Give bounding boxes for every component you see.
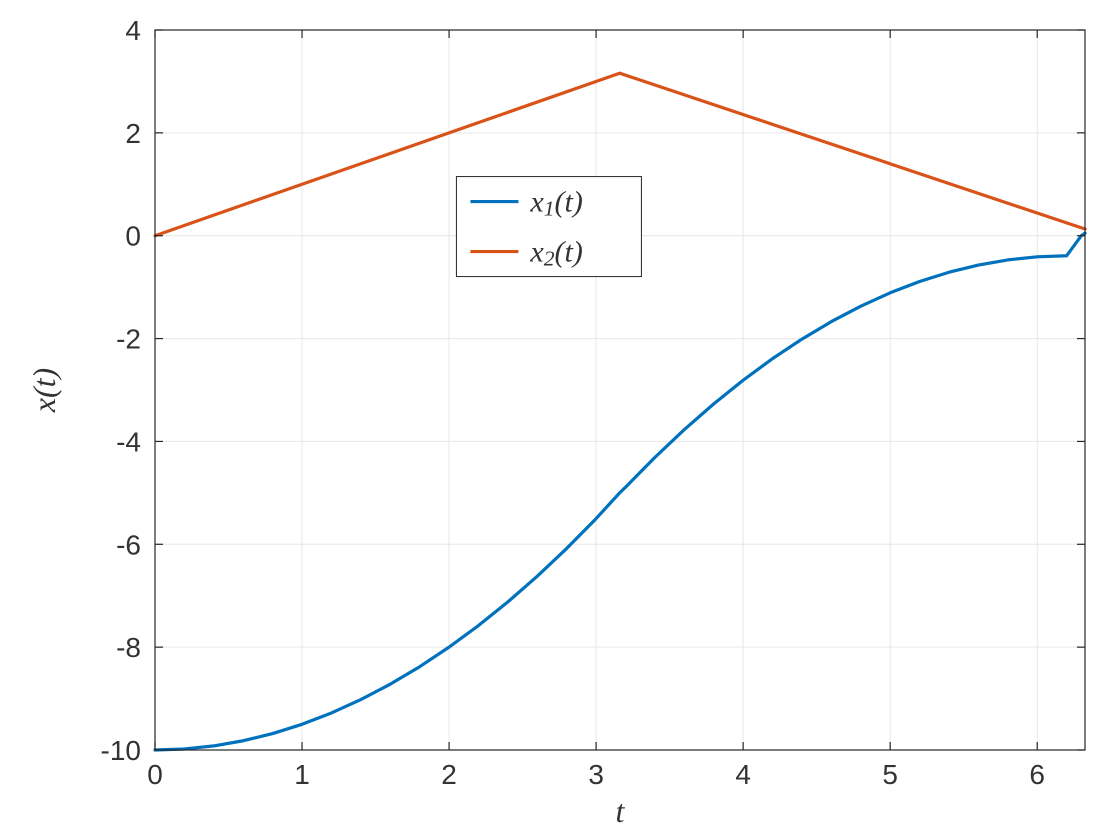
xtick-label: 0	[147, 759, 163, 790]
xtick-label: 6	[1029, 759, 1045, 790]
xtick-label: 4	[735, 759, 751, 790]
legend-label-x1: x1(t)	[529, 186, 582, 221]
ytick-label: -10	[101, 735, 141, 766]
legend: x1(t) x2(t)	[456, 177, 641, 277]
plot-area	[155, 30, 1085, 750]
ytick-label: 2	[125, 118, 141, 149]
xtick-label: 2	[441, 759, 457, 790]
xtick-label: 1	[294, 759, 310, 790]
ytick-label: 0	[125, 221, 141, 252]
ytick-label: 4	[125, 15, 141, 46]
legend-label-x2: x2(t)	[529, 236, 582, 271]
state-trajectory-chart: 0 1 2 3 4 5 6 -10 -8 -6 -4 -2 0 2 4 t x(t) x1(t) x2(t)	[0, 0, 1120, 840]
ytick-label: -2	[116, 324, 141, 355]
ytick-label: -6	[116, 529, 141, 560]
ytick-label: -8	[116, 632, 141, 663]
xtick-label: 3	[588, 759, 604, 790]
y-axis-label: x(t)	[26, 368, 62, 413]
xtick-label: 5	[882, 759, 898, 790]
x-axis-label: t	[616, 793, 626, 829]
chart-container: 0 1 2 3 4 5 6 -10 -8 -6 -4 -2 0 2 4 t x(t) x1(t) x2(t)	[0, 0, 1120, 840]
ytick-label: -4	[116, 426, 141, 457]
